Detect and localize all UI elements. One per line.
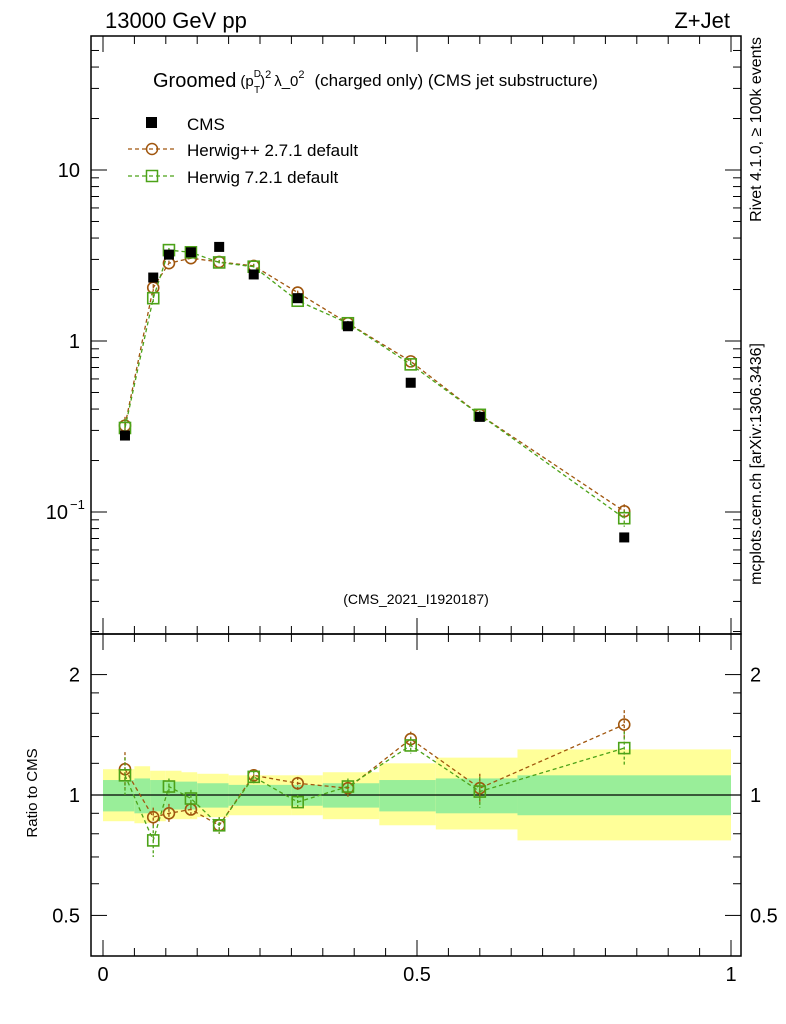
cms-data-point <box>619 532 630 543</box>
legend-cms-marker <box>146 117 157 128</box>
title-p: p <box>245 73 253 90</box>
title-tail: (charged only) (CMS jet substructure) <box>315 71 598 90</box>
herwig7-main-point <box>146 291 160 305</box>
ratio-band-inner <box>150 780 166 812</box>
title-sq2: 2 <box>298 69 304 81</box>
header-right-label: Z+Jet <box>674 8 730 33</box>
cms-data-point <box>405 377 416 388</box>
title-d: D <box>254 69 261 80</box>
cms-data-point <box>119 430 130 441</box>
rivet-version-label: Rivet 4.1.0, ≥ 100k events <box>748 37 765 222</box>
main-y-tick-exponent: −1 <box>70 497 85 512</box>
herwig7-main-point <box>617 511 631 525</box>
herwig7-ratio-line <box>124 744 625 843</box>
plot-title: Groomed (pD T)2 λ_02 (charged only) (CMS jet… <box>153 69 598 96</box>
title-lambda: λ_0 <box>274 73 298 90</box>
main-y-tick-label: 10 <box>58 160 80 182</box>
legend-herwig7-marker <box>145 169 159 183</box>
cms-data-point <box>474 411 485 422</box>
cms-data-point <box>163 249 174 260</box>
herwigpp-ratio-point <box>291 776 304 790</box>
mcplots-label: mcplots.cern.ch [arXiv:1306.3436] <box>748 343 765 585</box>
title-sq: 2 <box>265 69 271 81</box>
ratio-y-tick-label-left: 0.5 <box>52 905 80 927</box>
herwigpp-main-point <box>146 281 160 294</box>
cms-data-point <box>292 293 303 304</box>
legend-cms-label: CMS <box>187 115 225 134</box>
ratio-y-tick-label-right: 0.5 <box>750 905 778 927</box>
ratio-axis-ticks: 2 2 1 1 0.5 0.5 0 0.5 1 <box>52 634 778 986</box>
legend-herwig7-label: Herwig 7.2.1 default <box>187 168 338 187</box>
main-y-tick-label: 10 <box>46 502 68 524</box>
herwig7-ratio-point <box>291 795 304 809</box>
herwig7-ratio-point <box>118 769 132 782</box>
ratio-y-tick-label-right: 1 <box>750 785 761 807</box>
herwig7-ratio-point <box>341 780 355 793</box>
analysis-id: (CMS_2021_I1920187) <box>343 591 489 607</box>
herwig7-ratio-point <box>146 834 160 847</box>
legend-herwigpp-marker <box>145 142 159 156</box>
ratio-y-tick-label-left: 1 <box>69 785 80 807</box>
cms-data-point <box>248 269 259 280</box>
main-series <box>118 241 631 543</box>
herwig7-main-point <box>404 358 418 371</box>
herwig7-main-line <box>124 249 625 519</box>
cms-data-point <box>185 247 196 258</box>
herwig7-ratio-point <box>184 792 198 805</box>
herwig7-ratio-point <box>617 741 631 755</box>
header-left-label: 13000 GeV pp <box>105 8 247 33</box>
x-tick-label: 1 <box>725 964 736 986</box>
ratio-band-inner <box>379 780 436 812</box>
x-tick-label: 0 <box>97 964 108 986</box>
legend-herwigpp-label: Herwig++ 2.7.1 default <box>187 141 358 160</box>
herwigpp-ratio-point <box>146 810 160 824</box>
title-lead: Groomed <box>153 70 236 92</box>
title-t: T <box>254 85 260 96</box>
ratio-y-tick-label-right: 2 <box>750 665 761 687</box>
ratio-ylabel: Ratio to CMS <box>24 748 41 837</box>
herwig7-ratio-point <box>212 818 226 832</box>
herwig7-ratio-point <box>247 770 261 784</box>
ratio-series <box>118 710 631 857</box>
legend: CMS Herwig++ 2.7.1 default Herwig 7.2.1 … <box>128 115 358 187</box>
herwig7-ratio-point <box>404 739 418 752</box>
cms-data-point <box>148 272 159 283</box>
main-y-tick-label: 1 <box>69 331 80 353</box>
ratio-frame <box>90 633 742 957</box>
herwig7-main-point <box>212 256 226 269</box>
herwig7-ratio-point <box>473 785 487 798</box>
herwig7-ratio-point <box>162 780 176 793</box>
ratio-y-tick-label-left: 2 <box>69 665 80 687</box>
ratio-band-inner <box>134 778 151 814</box>
herwigpp-ratio-point <box>617 718 631 731</box>
herwigpp-ratio-point <box>162 807 176 820</box>
cms-data-point <box>342 321 353 332</box>
ratio-bands <box>91 749 741 841</box>
cms-data-point <box>214 241 225 252</box>
x-tick-label: 0.5 <box>403 964 431 986</box>
herwig7-main-point <box>184 246 198 259</box>
